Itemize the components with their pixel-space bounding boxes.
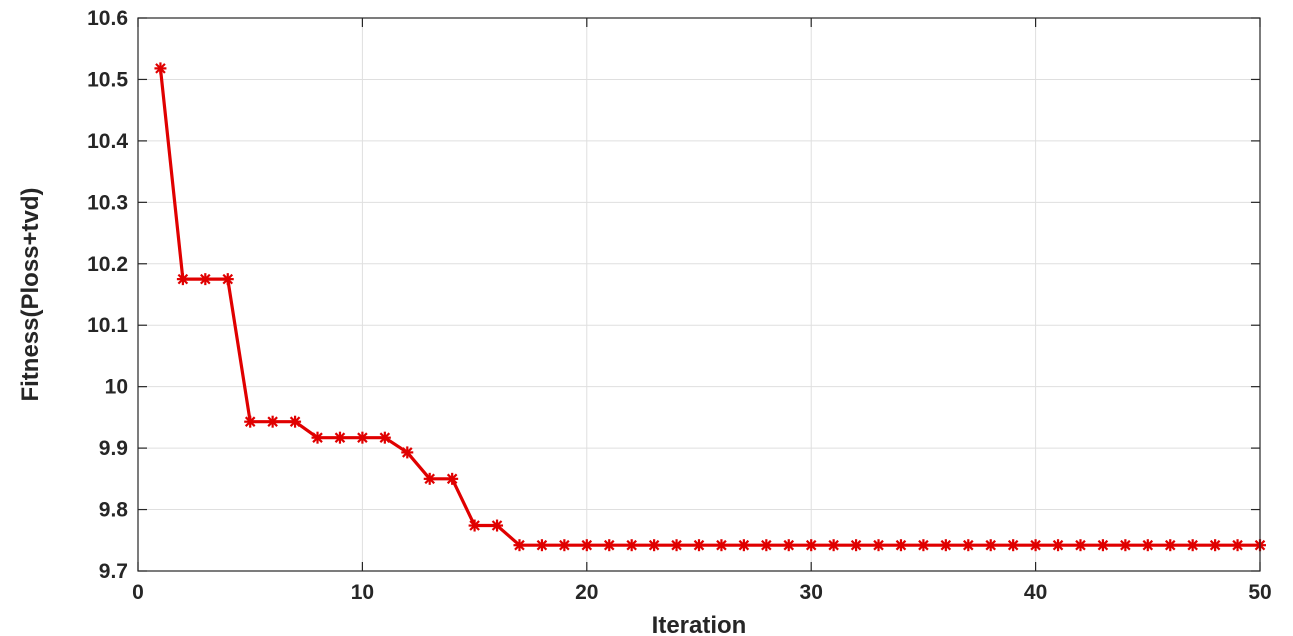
y-tick-label: 9.8 <box>99 499 129 522</box>
x-tick-label: 30 <box>800 581 823 604</box>
plot-frame <box>137 17 1261 572</box>
data-point-marker <box>670 539 683 552</box>
data-point-marker <box>917 539 930 552</box>
y-tick-label: 10.5 <box>87 68 128 91</box>
data-point-marker <box>1231 539 1244 552</box>
y-tick-labels: 9.7 9.8 9.9 10 10.1 10.2 10.3 10.4 10.5 10.6 <box>87 7 128 583</box>
data-point-marker <box>176 273 189 286</box>
y-tick-label: 9.7 <box>99 560 128 583</box>
data-point-marker <box>513 539 526 552</box>
data-point-marker <box>1209 539 1222 552</box>
data-point-marker <box>984 539 997 552</box>
series-fitness <box>154 62 1266 552</box>
x-tick-label: 0 <box>132 581 144 604</box>
data-point-marker <box>289 415 302 428</box>
data-point-marker <box>1029 539 1042 552</box>
y-tick-label: 9.9 <box>99 437 128 460</box>
data-point-marker <box>827 539 840 552</box>
data-point-marker <box>805 539 818 552</box>
y-axis-label: Fitness(Ploss+tvd) <box>17 187 44 401</box>
x-tick-label: 50 <box>1248 581 1271 604</box>
data-point-marker <box>221 273 234 286</box>
x-axis-label: Iteration <box>652 612 747 636</box>
data-point-marker <box>535 539 548 552</box>
y-tick-label: 10.3 <box>87 191 128 214</box>
data-point-marker <box>580 539 593 552</box>
data-point-marker <box>625 539 638 552</box>
x-tick-label: 20 <box>575 581 598 604</box>
data-point-marker <box>872 539 885 552</box>
x-tick-label: 10 <box>351 581 374 604</box>
data-point-marker <box>333 431 346 444</box>
data-point-marker <box>737 539 750 552</box>
data-point-marker <box>1096 539 1109 552</box>
data-point-marker <box>378 431 391 444</box>
data-point-marker <box>446 472 459 485</box>
data-point-marker <box>1007 539 1020 552</box>
data-point-marker <box>401 446 414 459</box>
data-point-marker <box>962 539 975 552</box>
y-tick-label: 10.1 <box>87 314 128 337</box>
data-point-marker <box>603 539 616 552</box>
data-point-marker <box>356 431 369 444</box>
y-tick-label: 10.2 <box>87 253 128 276</box>
data-point-marker <box>782 539 795 552</box>
data-point-marker <box>311 431 324 444</box>
data-point-marker <box>1074 539 1087 552</box>
data-point-marker <box>648 539 661 552</box>
data-point-marker <box>1141 539 1154 552</box>
y-tick-label: 10.4 <box>87 130 128 153</box>
axis-ticks <box>137 17 1261 572</box>
data-point-marker <box>199 273 212 286</box>
data-point-marker <box>939 539 952 552</box>
data-point-marker <box>468 519 481 532</box>
data-point-marker <box>1052 539 1065 552</box>
y-tick-label: 10.6 <box>87 7 128 30</box>
x-tick-label: 40 <box>1024 581 1047 604</box>
data-point-marker <box>154 62 167 75</box>
data-point-marker <box>423 472 436 485</box>
data-point-marker <box>266 415 279 428</box>
data-point-marker <box>760 539 773 552</box>
y-tick-label: 10 <box>105 376 128 399</box>
data-point-marker <box>894 539 907 552</box>
data-point-marker <box>1186 539 1199 552</box>
data-point-marker <box>715 539 728 552</box>
data-point-marker <box>693 539 705 552</box>
data-point-marker <box>1119 539 1132 552</box>
data-point-marker <box>244 415 257 428</box>
data-point-marker <box>491 519 504 532</box>
data-point-marker <box>1164 539 1177 552</box>
data-point-marker <box>558 539 571 552</box>
grid-lines <box>138 18 1260 571</box>
x-tick-labels: 0 10 20 30 40 50 <box>132 581 1272 604</box>
series-line <box>158 68 1260 547</box>
data-point-marker <box>850 539 863 552</box>
